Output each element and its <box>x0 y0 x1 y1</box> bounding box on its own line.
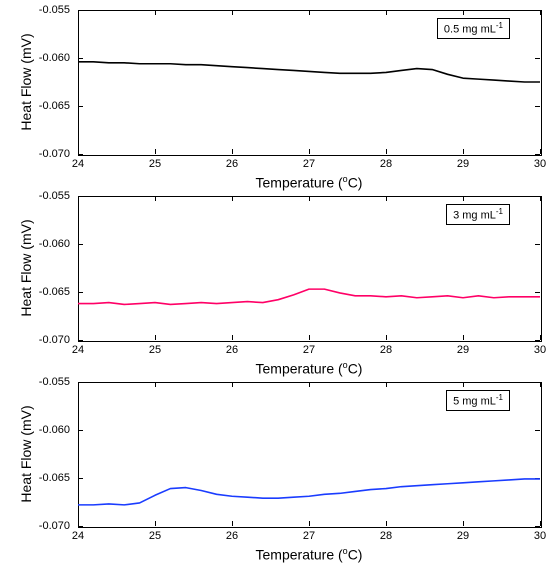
x-tick-label: 27 <box>303 530 315 542</box>
y-axis-title: Heat Flow (mV) <box>18 219 34 316</box>
x-tick-label: 30 <box>534 158 546 170</box>
x-tick-label: 26 <box>226 158 238 170</box>
y-tick <box>78 526 83 527</box>
x-tick-label: 29 <box>457 530 469 542</box>
x-tick-label: 28 <box>380 530 392 542</box>
x-tick-label: 24 <box>72 530 84 542</box>
y-tick-label: -0.055 <box>30 376 70 388</box>
series-line <box>78 382 540 526</box>
y-tick-label: -0.065 <box>30 100 70 112</box>
y-tick <box>78 340 83 341</box>
x-tick-label: 25 <box>149 158 161 170</box>
x-tick-label: 26 <box>226 530 238 542</box>
x-tick-label: 25 <box>149 530 161 542</box>
x-tick-label: 29 <box>457 158 469 170</box>
y-tick-label: -0.060 <box>30 238 70 250</box>
y-axis-title: Heat Flow (mV) <box>18 405 34 502</box>
x-tick-label: 30 <box>534 344 546 356</box>
x-tick-label: 24 <box>72 344 84 356</box>
x-tick-label: 28 <box>380 158 392 170</box>
y-tick-label: -0.070 <box>30 148 70 160</box>
y-tick-label: -0.060 <box>30 52 70 64</box>
x-tick-label: 27 <box>303 158 315 170</box>
x-tick-label: 26 <box>226 344 238 356</box>
x-tick <box>540 521 541 526</box>
chart-panel: 24252627282930-0.070-0.065-0.060-0.055He… <box>0 196 558 382</box>
chart-panel: 24252627282930-0.070-0.065-0.060-0.055He… <box>0 382 558 568</box>
x-axis-title: Temperature (oC) <box>256 546 363 563</box>
x-tick <box>540 10 541 15</box>
x-tick-label: 27 <box>303 344 315 356</box>
heat-flow-figure: 24 25 26 27 28 29 30 -0.070 -0.065 -0.060 -0.055 He… <box>0 0 558 567</box>
y-tick-label: -0.070 <box>30 334 70 346</box>
x-tick-label: 25 <box>149 344 161 356</box>
y-tick <box>78 154 83 155</box>
y-tick <box>535 154 540 155</box>
y-tick-label: -0.070 <box>30 520 70 532</box>
y-tick-label: -0.065 <box>30 286 70 298</box>
x-tick <box>540 335 541 340</box>
y-axis-title: Heat Flow (mV) <box>18 33 34 130</box>
y-tick <box>535 526 540 527</box>
y-tick-label: -0.060 <box>30 424 70 436</box>
series-line <box>78 10 540 154</box>
x-axis-title: Temperature (oC) <box>256 360 363 377</box>
x-tick-label: 30 <box>534 530 546 542</box>
y-tick-label: -0.055 <box>30 190 70 202</box>
x-tick <box>540 382 541 387</box>
x-tick-label: 24 <box>72 158 84 170</box>
series-line <box>78 196 540 340</box>
x-axis-title: Temperature (oC) <box>256 174 363 191</box>
y-tick <box>535 340 540 341</box>
x-tick-label: 28 <box>380 344 392 356</box>
y-tick-label: -0.065 <box>30 472 70 484</box>
x-tick <box>540 149 541 154</box>
x-tick <box>540 196 541 201</box>
y-tick-label: -0.055 <box>30 4 70 16</box>
x-tick-label: 29 <box>457 344 469 356</box>
chart-panel: 24252627282930-0.070-0.065-0.060-0.055He… <box>0 10 558 196</box>
